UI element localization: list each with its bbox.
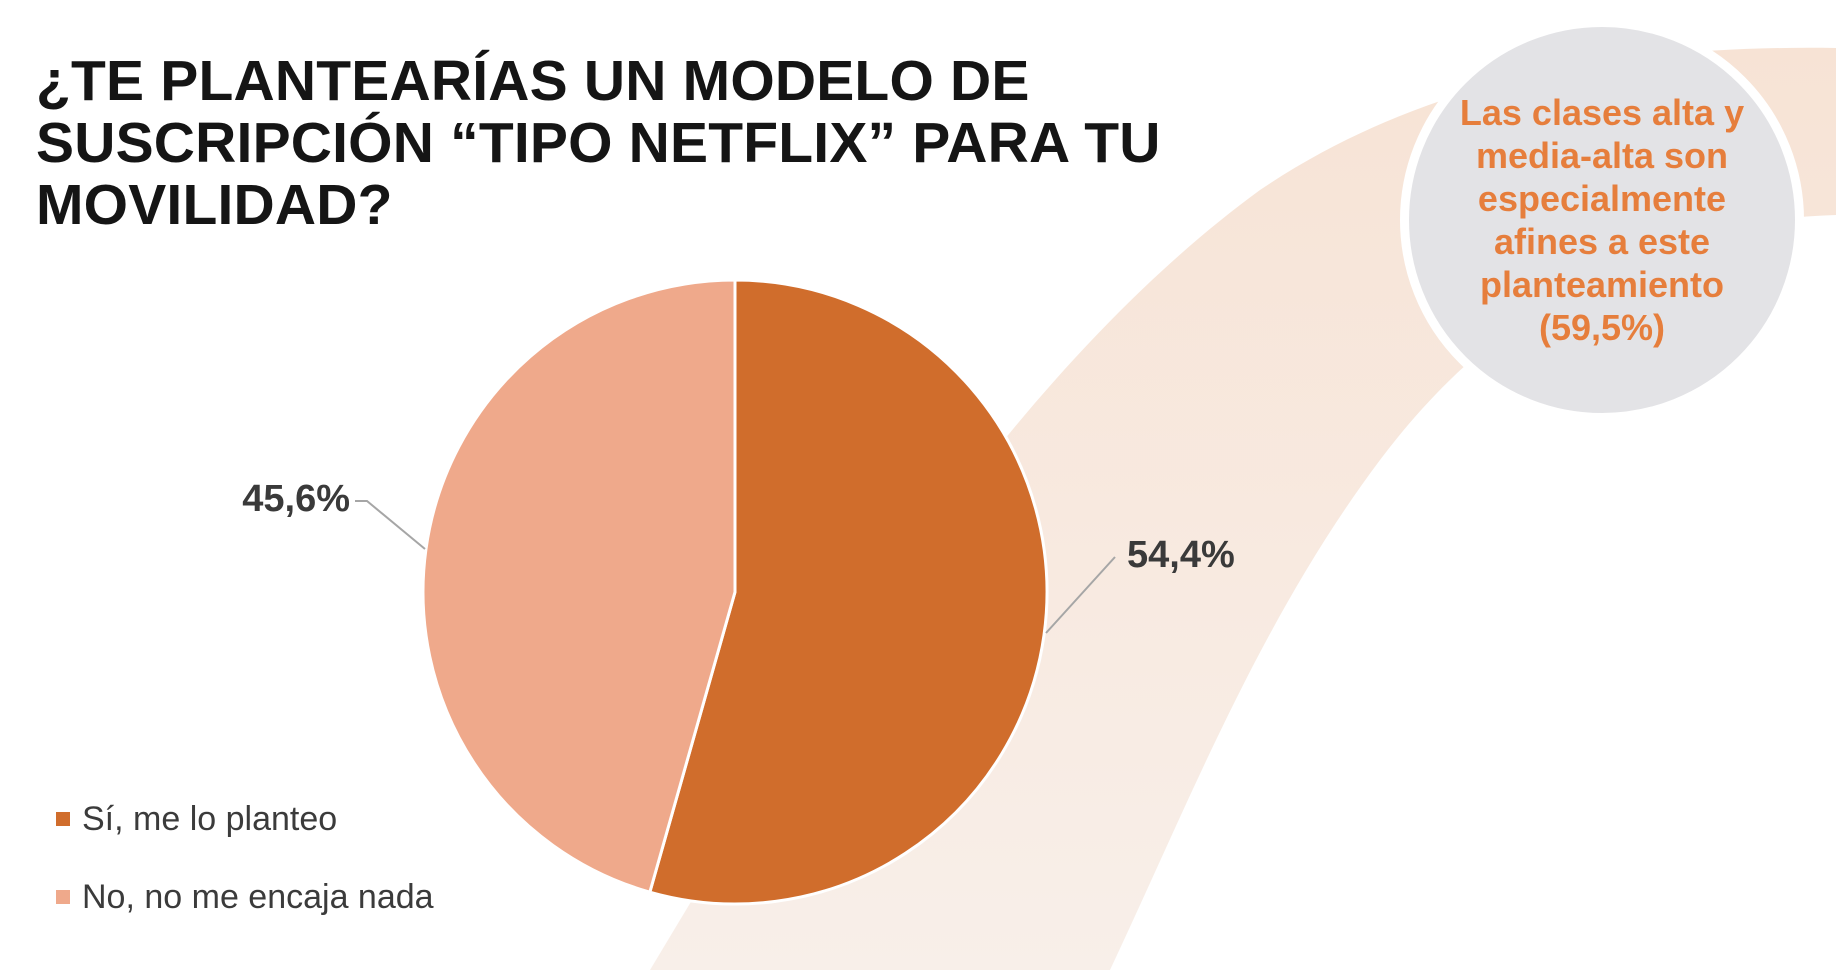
legend-swatch-si [56,812,70,826]
leader-line-1 [355,500,426,550]
callout-bubble: Las clases alta y media-alta son especia… [1400,18,1804,422]
chart-title: ¿TE PLANTEARÍAS UN MODELO DE SUSCRIPCIÓN… [36,50,1216,236]
legend-item-no: No, no me encaja nada [56,858,434,936]
pie-slice-0 [647,278,1049,906]
legend-swatch-no [56,890,70,904]
legend-item-si: Sí, me lo planteo [56,780,434,858]
leader-line-0 [1045,556,1116,634]
title-line-3: MOVILIDAD? [36,173,393,237]
callout-text: Las clases alta y media-alta son especia… [1459,92,1745,348]
legend-label-no: No, no me encaja nada [82,877,434,916]
title-line-1: ¿TE PLANTEARÍAS UN MODELO DE [36,49,1030,113]
pie-slice-1 [421,278,737,895]
legend-label-si: Sí, me lo planteo [82,799,338,838]
data-label-1: 45,6% [242,478,350,520]
data-label-0: 54,4% [1127,534,1235,576]
chart-legend: Sí, me lo planteo No, no me encaja nada [56,780,434,936]
title-line-2: SUSCRIPCIÓN “TIPO NETFLIX” PARA TU [36,111,1161,175]
